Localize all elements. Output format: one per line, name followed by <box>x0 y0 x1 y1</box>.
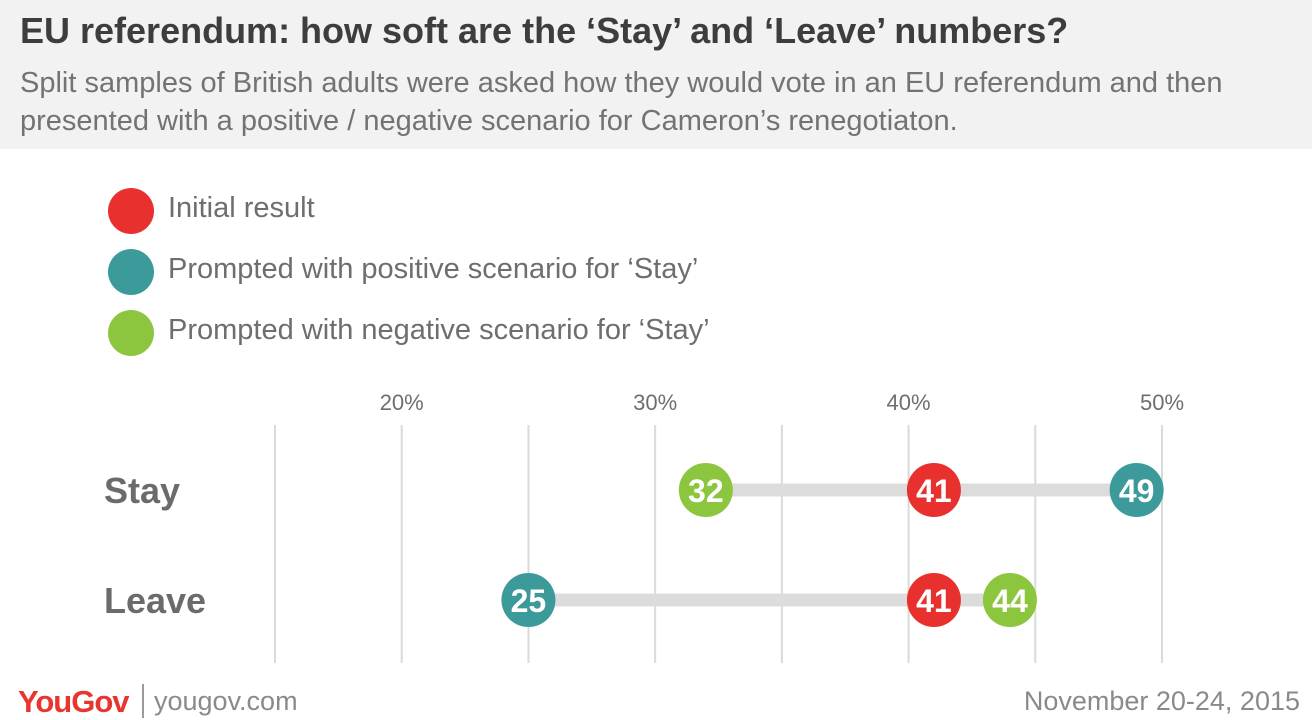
data-point <box>982 573 1037 627</box>
legend-label-negative: Prompted with negative scenario for ‘Sta… <box>168 314 710 346</box>
data-label: 41 <box>916 583 952 619</box>
legend-dot-positive <box>108 249 154 295</box>
data-label: 44 <box>992 583 1028 619</box>
legend-label-initial: Initial result <box>168 192 315 224</box>
header: EU referendum: how soft are the ‘Stay’ a… <box>0 0 1312 149</box>
category-label: Leave <box>104 580 206 621</box>
fieldwork-date: November 20-24, 2015 <box>1023 686 1300 716</box>
legend-dot-negative <box>108 310 154 356</box>
chart-title: EU referendum: how soft are the ‘Stay’ a… <box>20 10 1069 51</box>
x-tick-label: 40% <box>887 390 931 415</box>
data-label: 49 <box>1119 473 1155 509</box>
yougov-logo: YouGov <box>18 684 130 719</box>
logo-divider <box>142 684 144 718</box>
x-tick-label: 30% <box>633 390 677 415</box>
data-label: 32 <box>688 473 724 509</box>
data-point <box>501 573 556 627</box>
data-point <box>906 463 961 517</box>
data-point <box>678 463 733 517</box>
data-point <box>1109 463 1164 517</box>
legend-dot-initial <box>108 188 154 234</box>
dot-range-chart: 20% 30% 40% 50% Stay 41 49 32 Leave 41 25 44 <box>104 390 1184 663</box>
x-tick-label: 20% <box>380 390 424 415</box>
chart-subtitle: Split samples of British adults were ask… <box>20 67 1223 137</box>
category-label: Stay <box>104 470 180 511</box>
data-label: 41 <box>916 473 952 509</box>
data-label: 25 <box>511 583 547 619</box>
data-point <box>906 573 961 627</box>
footer: YouGov yougov.com November 20-24, 2015 <box>0 680 1312 720</box>
site-url: yougov.com <box>154 686 298 716</box>
x-tick-label: 50% <box>1140 390 1184 415</box>
legend-label-positive: Prompted with positive scenario for ‘Sta… <box>168 253 699 285</box>
